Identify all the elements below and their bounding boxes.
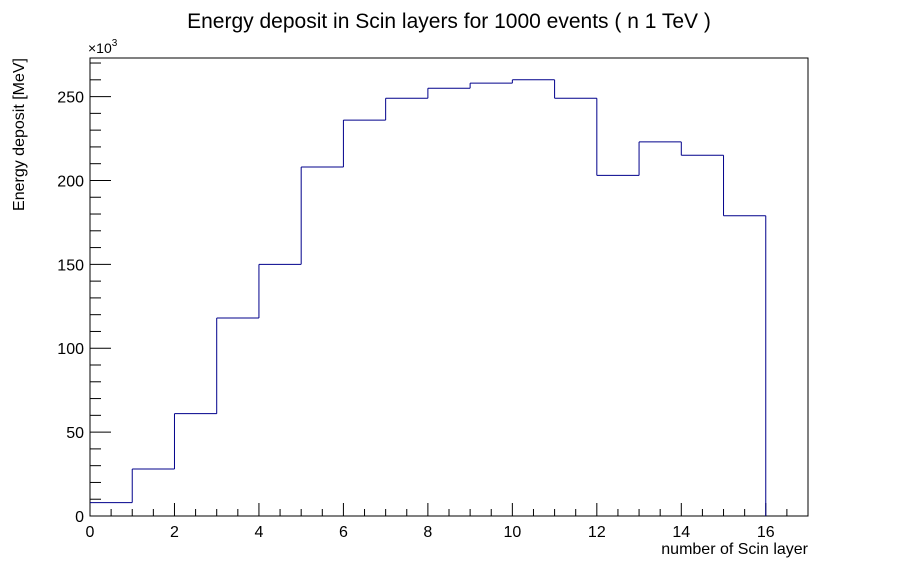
y-tick-label: 0 bbox=[75, 509, 84, 526]
x-axis-tick-labels: 0 2 4 6 8 10 12 14 16 bbox=[86, 524, 775, 541]
x-tick-label: 16 bbox=[757, 524, 775, 541]
y-axis-tick-labels: 0 50 100 150 200 250 bbox=[57, 90, 84, 526]
x-tick-label: 6 bbox=[339, 524, 348, 541]
x-tick-label: 10 bbox=[503, 524, 521, 541]
x-tick-label: 0 bbox=[86, 524, 95, 541]
x-tick-label: 4 bbox=[254, 524, 263, 541]
plot-frame bbox=[89, 57, 809, 517]
y-multiplier: ×103 bbox=[88, 38, 118, 56]
y-axis-label: Energy deposit [MeV] bbox=[11, 58, 28, 211]
y-tick-label: 150 bbox=[57, 257, 84, 274]
y-tick-label: 100 bbox=[57, 341, 84, 358]
histogram-series bbox=[90, 79, 767, 516]
y-tick-label: 50 bbox=[66, 425, 84, 442]
chart-title: Energy deposit in Scin layers for 1000 e… bbox=[187, 10, 711, 33]
y-tick-label: 200 bbox=[57, 173, 84, 190]
x-axis-label: number of Scin layer bbox=[661, 541, 808, 558]
x-tick-label: 12 bbox=[588, 524, 606, 541]
x-axis-ticks bbox=[89, 503, 809, 516]
y-tick-label: 250 bbox=[57, 90, 84, 107]
x-tick-label: 2 bbox=[170, 524, 179, 541]
y-axis-ticks bbox=[90, 62, 111, 517]
x-tick-label: 14 bbox=[672, 524, 690, 541]
x-tick-label: 8 bbox=[423, 524, 432, 541]
